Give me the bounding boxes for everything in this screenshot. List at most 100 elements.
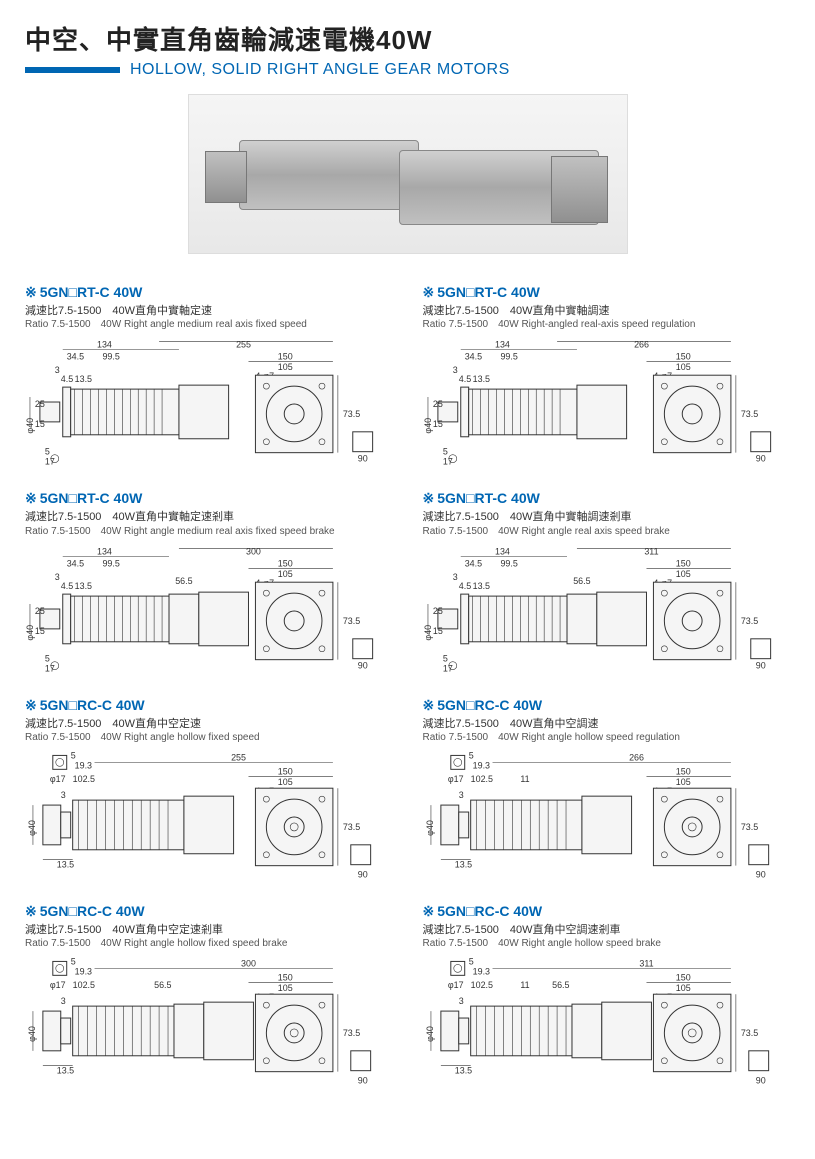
svg-text:300: 300	[241, 959, 256, 969]
svg-text:56.5: 56.5	[154, 980, 171, 990]
svg-text:φ40: φ40	[27, 820, 37, 836]
spec-desc-cn: 減速比7.5-1500 40W直角中實軸調速	[423, 304, 791, 318]
svg-text:90: 90	[358, 454, 368, 464]
spec-model: ※5GN□RT-C 40W	[423, 284, 791, 301]
svg-text:5: 5	[468, 750, 473, 760]
title-row: HOLLOW, SOLID RIGHT ANGLE GEAR MOTORS	[25, 61, 790, 79]
spec-desc-cn: 減速比7.5-1500 40W直角中空調速剎車	[423, 923, 791, 937]
svg-text:90: 90	[358, 660, 368, 670]
spec-desc-en: Ratio 7.5-1500 40W Right angle hollow fi…	[25, 731, 393, 744]
svg-text:3: 3	[458, 790, 463, 800]
svg-text:99.5: 99.5	[500, 352, 517, 362]
spec-block: ※5GN□RT-C 40W 減速比7.5-1500 40W直角中實軸定速 Rat…	[25, 284, 393, 472]
svg-text:73.5: 73.5	[740, 1028, 757, 1038]
spec-block: ※5GN□RT-C 40W 減速比7.5-1500 40W直角中實軸調速 Rat…	[423, 284, 791, 472]
technical-drawing: 134 300 150 105 34.5 99.5 3 4.5 13.5 56.…	[25, 544, 393, 679]
svg-text:15: 15	[35, 625, 45, 635]
svg-text:4.5: 4.5	[61, 581, 73, 591]
svg-text:3: 3	[452, 366, 457, 376]
spec-grid: ※5GN□RT-C 40W 減速比7.5-1500 40W直角中實軸定速 Rat…	[25, 284, 790, 1099]
spec-desc-en: Ratio 7.5-1500 40W Right-angled real-axi…	[423, 318, 791, 331]
svg-text:5: 5	[45, 447, 50, 457]
svg-text:3: 3	[458, 996, 463, 1006]
spec-desc-cn: 減速比7.5-1500 40W直角中空調速	[423, 717, 791, 731]
title-english: HOLLOW, SOLID RIGHT ANGLE GEAR MOTORS	[130, 61, 510, 79]
spec-block: ※5GN□RC-C 40W 減速比7.5-1500 40W直角中空調速 Rati…	[423, 697, 791, 885]
svg-text:150: 150	[675, 766, 690, 776]
page-header: 中空、中實直角齒輪減速電機40W HOLLOW, SOLID RIGHT ANG…	[25, 20, 790, 79]
svg-text:150: 150	[278, 352, 293, 362]
accent-bar	[25, 67, 120, 73]
svg-text:3: 3	[55, 572, 60, 582]
svg-text:25: 25	[432, 606, 442, 616]
technical-drawing: 5 19.3 φ17 102.5 11 56.5 311 150 105 4-φ…	[423, 956, 791, 1091]
svg-text:11: 11	[520, 980, 529, 990]
svg-text:25: 25	[432, 399, 442, 409]
svg-text:25: 25	[35, 606, 45, 616]
svg-text:311: 311	[644, 546, 658, 556]
svg-text:34.5: 34.5	[464, 352, 481, 362]
svg-text:105: 105	[675, 777, 690, 787]
svg-text:φ17: φ17	[50, 980, 66, 990]
svg-text:17: 17	[45, 663, 55, 673]
svg-text:150: 150	[278, 558, 293, 568]
svg-text:150: 150	[675, 972, 690, 982]
svg-text:φ40: φ40	[423, 418, 433, 434]
svg-text:105: 105	[278, 569, 293, 579]
svg-text:13.5: 13.5	[57, 860, 74, 870]
svg-text:266: 266	[629, 752, 644, 762]
svg-text:73.5: 73.5	[343, 409, 360, 419]
svg-text:19.3: 19.3	[472, 967, 489, 977]
svg-text:φ40: φ40	[423, 624, 433, 640]
spec-desc-en: Ratio 7.5-1500 40W Right angle hollow sp…	[423, 937, 791, 950]
svg-text:90: 90	[755, 1076, 765, 1086]
spec-model: ※5GN□RC-C 40W	[423, 697, 791, 714]
svg-text:4.5: 4.5	[458, 581, 470, 591]
svg-text:73.5: 73.5	[343, 1028, 360, 1038]
spec-block: ※5GN□RT-C 40W 減速比7.5-1500 40W直角中實軸調速剎車 R…	[423, 490, 791, 678]
svg-text:99.5: 99.5	[102, 352, 119, 362]
svg-text:17: 17	[442, 457, 452, 467]
svg-text:15: 15	[432, 419, 442, 429]
svg-text:90: 90	[755, 869, 765, 879]
svg-text:φ17: φ17	[447, 980, 463, 990]
svg-text:255: 255	[231, 752, 246, 762]
svg-text:φ17: φ17	[50, 774, 66, 784]
svg-text:φ40: φ40	[27, 1026, 37, 1042]
svg-text:5: 5	[71, 750, 76, 760]
spec-desc-cn: 減速比7.5-1500 40W直角中實軸定速	[25, 304, 393, 318]
svg-text:15: 15	[432, 625, 442, 635]
spec-model: ※5GN□RC-C 40W	[25, 903, 393, 920]
svg-text:11: 11	[520, 774, 529, 784]
svg-text:4.5: 4.5	[458, 374, 470, 384]
svg-text:φ40: φ40	[424, 820, 434, 836]
svg-text:73.5: 73.5	[343, 616, 360, 626]
svg-text:255: 255	[236, 340, 251, 350]
svg-text:φ40: φ40	[25, 624, 35, 640]
svg-text:134: 134	[495, 546, 510, 556]
title-chinese: 中空、中實直角齒輪減速電機40W	[25, 20, 790, 57]
spec-model: ※5GN□RT-C 40W	[25, 284, 393, 301]
svg-text:56.5: 56.5	[175, 576, 192, 586]
svg-text:5: 5	[442, 653, 447, 663]
svg-text:5: 5	[468, 957, 473, 967]
svg-text:φ40: φ40	[424, 1026, 434, 1042]
svg-text:5: 5	[442, 447, 447, 457]
spec-desc-cn: 減速比7.5-1500 40W直角中空定速	[25, 717, 393, 731]
svg-text:105: 105	[675, 569, 690, 579]
technical-drawing: 5 19.3 φ17 102.5 56.5 300 150 105 4-φ7 均…	[25, 956, 393, 1091]
svg-text:134: 134	[97, 340, 112, 350]
svg-text:25: 25	[35, 399, 45, 409]
svg-text:105: 105	[278, 363, 293, 373]
svg-text:13.5: 13.5	[472, 581, 489, 591]
svg-text:17: 17	[45, 457, 55, 467]
svg-text:99.5: 99.5	[500, 558, 517, 568]
svg-text:102.5: 102.5	[73, 980, 95, 990]
svg-text:19.3: 19.3	[75, 760, 92, 770]
spec-block: ※5GN□RC-C 40W 減速比7.5-1500 40W直角中空調速剎車 Ra…	[423, 903, 791, 1091]
svg-text:13.5: 13.5	[472, 374, 489, 384]
svg-text:5: 5	[71, 957, 76, 967]
svg-text:13.5: 13.5	[454, 1066, 471, 1076]
svg-text:150: 150	[675, 558, 690, 568]
svg-text:3: 3	[61, 996, 66, 1006]
